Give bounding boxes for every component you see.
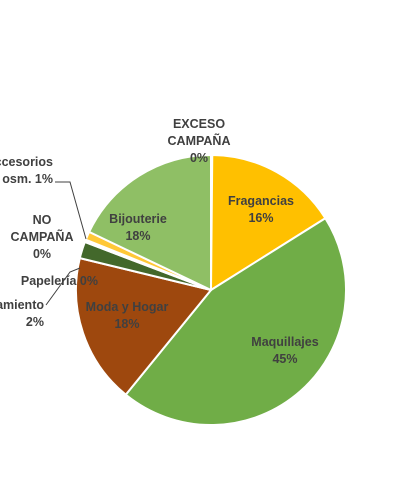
- leader-line-tratamiento: [45, 267, 81, 306]
- leader-line-accesorios-cosm: [55, 181, 87, 240]
- slice-label-line: ccesorios: [0, 155, 53, 169]
- slice-label-line: 0%: [190, 151, 208, 165]
- pie-slice-moda-y-hogar: [75, 257, 212, 396]
- leader-lines: [45, 181, 87, 306]
- pie-slice-fragancias: [210, 154, 327, 291]
- slice-label-fragancias: Fragancias 16%: [228, 194, 294, 225]
- slice-label-line: amiento: [0, 298, 44, 312]
- slice-label-maquillajes: Maquillajes 45%: [251, 335, 318, 366]
- slice-label-no-campana: NO CAMPAÑA 0%: [11, 213, 74, 261]
- pie-slice-maquillajes: [124, 217, 348, 426]
- pie-slice-bijouterie: [88, 154, 212, 291]
- slice-label-line: Bijouterie: [109, 212, 167, 226]
- slice-label-moda-y-hogar: Moda y Hogar 18%: [86, 300, 169, 331]
- slice-label-papeleria: Papelería 0%: [21, 274, 98, 288]
- slice-label-line: osm. 1%: [2, 172, 53, 186]
- slice-label-exceso-campana: EXCESO CAMPAÑA 0%: [168, 117, 231, 165]
- slice-label-line: CAMPAÑA: [168, 133, 231, 148]
- pie-slices: [75, 154, 348, 426]
- slice-label-line: Papelería 0%: [21, 274, 98, 288]
- slice-label-line: Fragancias: [228, 194, 294, 208]
- slice-label-line: Maquillajes: [251, 335, 318, 349]
- slice-label-line: EXCESO: [173, 117, 225, 131]
- slice-label-line: 16%: [248, 211, 273, 225]
- slice-label-accesorios-cosm: ccesorios osm. 1%: [0, 155, 53, 186]
- slice-label-line: Moda y Hogar: [86, 300, 169, 314]
- slice-label-line: NO: [33, 213, 52, 227]
- slice-label-line: 2%: [26, 315, 44, 329]
- slice-label-line: 18%: [114, 317, 139, 331]
- slice-label-line: CAMPAÑA: [11, 229, 74, 244]
- slice-label-line: 0%: [33, 247, 51, 261]
- slice-label-tratamiento: amiento 2%: [0, 298, 44, 329]
- slice-label-bijouterie: Bijouterie 18%: [109, 212, 167, 243]
- slice-labels: EXCESO CAMPAÑA 0% Fragancias 16% Maquillajes 4…: [0, 117, 319, 366]
- slice-label-line: 45%: [272, 352, 297, 366]
- slice-label-line: 18%: [125, 229, 150, 243]
